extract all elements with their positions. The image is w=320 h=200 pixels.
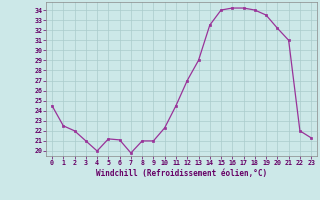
X-axis label: Windchill (Refroidissement éolien,°C): Windchill (Refroidissement éolien,°C)	[96, 169, 267, 178]
